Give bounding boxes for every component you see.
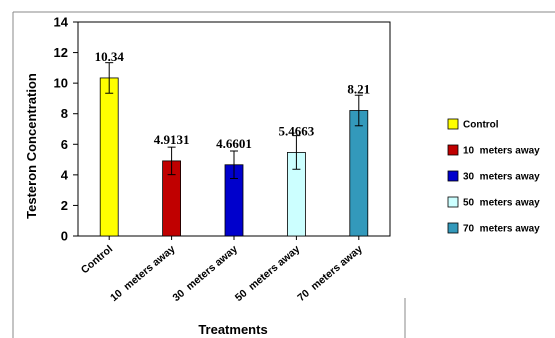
x-axis-title: Treatments [198, 322, 267, 337]
legend-swatch [447, 144, 459, 156]
bar [99, 77, 119, 237]
y-tick-label: 2 [61, 198, 68, 213]
x-tick-label: Control [79, 243, 115, 276]
y-tick-label: 12 [54, 45, 68, 60]
y-axis: 0 2 4 6 8 10 12 14 [54, 15, 78, 244]
legend-swatch [447, 196, 459, 208]
legend-swatch [447, 222, 459, 234]
y-tick-label: 0 [61, 229, 68, 244]
data-label: 10.34 [95, 49, 125, 64]
legend-label: 70 meters away [463, 224, 540, 235]
x-tick-label: 10 meters away [108, 243, 178, 304]
data-label: 4.6601 [216, 136, 252, 151]
y-tick-label: 6 [61, 137, 68, 152]
y-axis-title: Testeron Concentration [24, 73, 39, 219]
y-tick-label: 10 [54, 76, 68, 91]
x-tick-label: 50 meters away [233, 243, 303, 304]
legend-swatch [447, 118, 459, 130]
y-tick-label: 4 [61, 167, 69, 182]
y-tick-label: 8 [61, 106, 68, 121]
legend-label: 30 meters away [463, 172, 540, 183]
x-tick-label: 30 meters away [171, 243, 241, 304]
bar [349, 110, 369, 237]
data-label: 8.21 [347, 82, 370, 97]
legend-swatch [447, 170, 459, 182]
legend-label: 10 meters away [463, 146, 540, 157]
data-label: 5.4663 [279, 123, 315, 138]
data-label: 4.9131 [154, 132, 190, 147]
legend-label: 50 meters away [463, 198, 540, 209]
x-tick-label: 70 meters away [295, 243, 365, 304]
legend-label: Control [463, 120, 499, 131]
y-tick-label: 14 [54, 15, 69, 30]
legend: Control 10 meters away 30 meters away 50 me… [447, 118, 540, 235]
bars-group: 10.34 4.9131 4.6601 5.4663 8.21 [95, 49, 370, 237]
